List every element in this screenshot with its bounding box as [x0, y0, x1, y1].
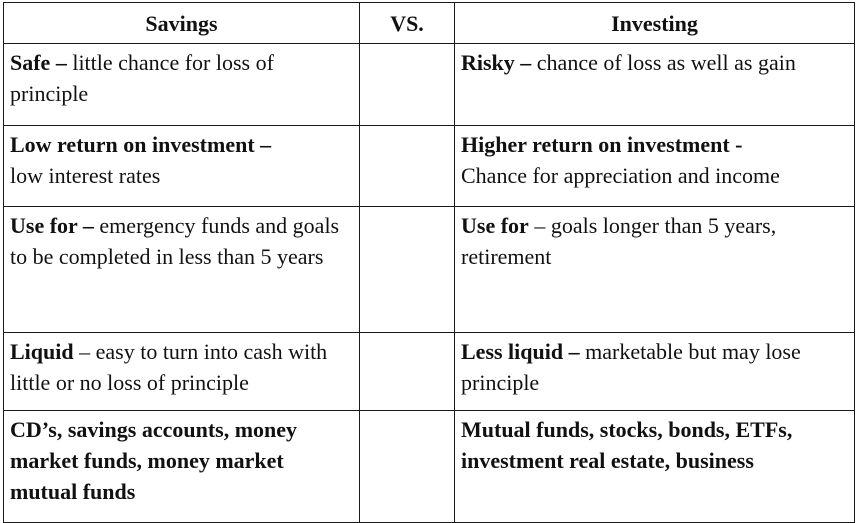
vs-spacer-cell — [359, 206, 455, 333]
investing-term: Risky – — [461, 50, 532, 75]
savings-vs-investing-table: Savings VS. Investing Safe – little chan… — [3, 2, 855, 523]
investing-cell: Risky – chance of loss as well as gain — [454, 43, 855, 126]
investing-term: Use for — [461, 213, 529, 238]
table-row: Low return on investment – low interest … — [3, 125, 855, 207]
table-row: Safe – little chance for loss of princip… — [3, 43, 855, 126]
header-vs: VS. — [359, 2, 455, 44]
table-row: CD’s, savings accounts, money market fun… — [3, 410, 855, 523]
savings-term: Use for – — [10, 213, 94, 238]
savings-cell: CD’s, savings accounts, money market fun… — [3, 410, 360, 523]
header-row: Savings VS. Investing — [3, 2, 855, 44]
investing-cell: Mutual funds, stocks, bonds, ETFs, inves… — [454, 410, 855, 523]
table-row: Use for – emergency funds and goals to b… — [3, 206, 855, 333]
comparison-table-container: Savings VS. Investing Safe – little chan… — [3, 2, 855, 523]
vs-spacer-cell — [359, 410, 455, 523]
investing-cell: Use for – goals longer than 5 years, ret… — [454, 206, 855, 333]
investing-description: marketable but may lose principle — [461, 339, 801, 395]
savings-cell: Low return on investment – low interest … — [3, 125, 360, 207]
header-investing: Investing — [454, 2, 855, 44]
investing-description: chance of loss as well as gain — [531, 50, 796, 75]
savings-term: Safe – — [10, 50, 67, 75]
investing-term: Less liquid – — [461, 339, 580, 364]
investing-examples: Mutual funds, stocks, bonds, ETFs, inves… — [461, 417, 793, 473]
savings-term: Liquid — [10, 339, 74, 364]
table-row: Liquid – easy to turn into cash with lit… — [3, 332, 855, 411]
investing-cell: Higher return on investment - Chance for… — [454, 125, 855, 207]
investing-description: Chance for appreciation and income — [461, 163, 780, 188]
investing-term: Higher return on investment - — [461, 132, 743, 157]
vs-spacer-cell — [359, 43, 455, 126]
savings-description: – easy to turn into cash with little or … — [10, 339, 328, 395]
investing-cell: Less liquid – marketable but may lose pr… — [454, 332, 855, 411]
savings-cell: Liquid – easy to turn into cash with lit… — [3, 332, 360, 411]
savings-cell: Use for – emergency funds and goals to b… — [3, 206, 360, 333]
header-savings: Savings — [3, 2, 360, 44]
savings-description: low interest rates — [10, 163, 161, 188]
savings-cell: Safe – little chance for loss of princip… — [3, 43, 360, 126]
savings-examples: CD’s, savings accounts, money market fun… — [10, 417, 298, 504]
savings-term: Low return on investment – — [10, 132, 272, 157]
vs-spacer-cell — [359, 125, 455, 207]
vs-spacer-cell — [359, 332, 455, 411]
savings-description: emergency funds and goals to be complete… — [10, 213, 340, 269]
savings-description: little chance for loss of principle — [10, 50, 274, 106]
investing-description: – goals longer than 5 years, retirement — [461, 213, 777, 269]
